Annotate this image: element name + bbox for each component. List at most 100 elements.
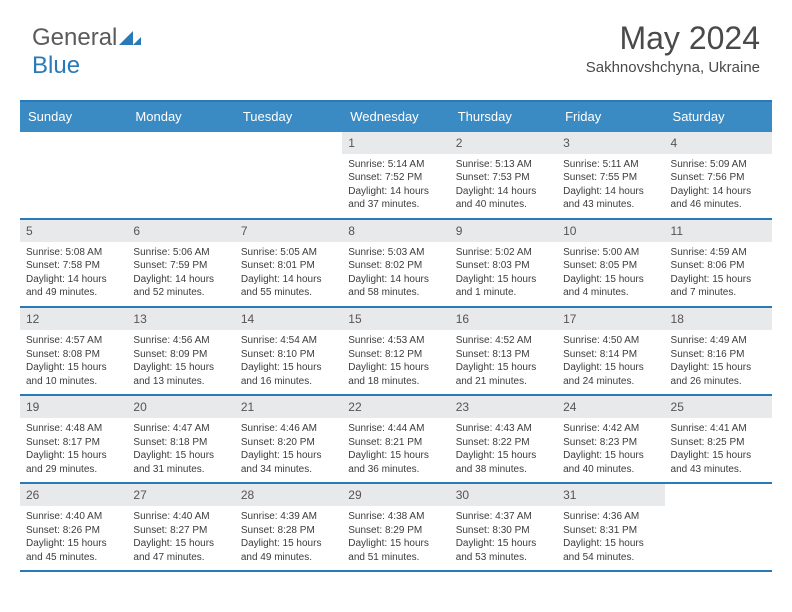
- calendar-table: Sunday Monday Tuesday Wednesday Thursday…: [20, 100, 772, 572]
- daylight-text-1: Daylight: 14 hours: [348, 273, 443, 287]
- day-cell: [665, 506, 772, 570]
- daylight-text-1: Daylight: 15 hours: [563, 537, 658, 551]
- day-cell: Sunrise: 5:13 AMSunset: 7:53 PMDaylight:…: [450, 154, 557, 218]
- sunrise-text: Sunrise: 5:06 AM: [133, 246, 228, 260]
- title-block: May 2024 Sakhnovshchyna, Ukraine: [586, 20, 760, 76]
- sunrise-text: Sunrise: 4:48 AM: [26, 422, 121, 436]
- daylight-text-2: and 26 minutes.: [671, 375, 766, 389]
- sunrise-text: Sunrise: 4:46 AM: [241, 422, 336, 436]
- sunrise-text: Sunrise: 4:39 AM: [241, 510, 336, 524]
- daylight-text-1: Daylight: 15 hours: [26, 537, 121, 551]
- sunrise-text: Sunrise: 4:47 AM: [133, 422, 228, 436]
- daylight-text-2: and 43 minutes.: [671, 463, 766, 477]
- logo-text-1: General: [32, 24, 117, 51]
- day-cell: Sunrise: 5:14 AMSunset: 7:52 PMDaylight:…: [342, 154, 449, 218]
- day-cell: Sunrise: 4:48 AMSunset: 8:17 PMDaylight:…: [20, 418, 127, 482]
- week-row: 567891011Sunrise: 5:08 AMSunset: 7:58 PM…: [20, 220, 772, 308]
- week-row: 262728293031Sunrise: 4:40 AMSunset: 8:26…: [20, 484, 772, 572]
- daylight-text-1: Daylight: 15 hours: [456, 361, 551, 375]
- weekday-header: Sunday: [20, 102, 127, 132]
- daylight-text-1: Daylight: 14 hours: [26, 273, 121, 287]
- day-number: 18: [665, 308, 772, 330]
- day-cell: Sunrise: 5:08 AMSunset: 7:58 PMDaylight:…: [20, 242, 127, 306]
- triangle-small-icon: [133, 37, 141, 45]
- sunset-text: Sunset: 8:31 PM: [563, 524, 658, 538]
- day-number: 25: [665, 396, 772, 418]
- sunrise-text: Sunrise: 4:59 AM: [671, 246, 766, 260]
- day-cell: Sunrise: 4:52 AMSunset: 8:13 PMDaylight:…: [450, 330, 557, 394]
- daylight-text-1: Daylight: 15 hours: [563, 449, 658, 463]
- sunrise-text: Sunrise: 5:03 AM: [348, 246, 443, 260]
- sunset-text: Sunset: 8:14 PM: [563, 348, 658, 362]
- daylight-text-2: and 37 minutes.: [348, 198, 443, 212]
- sunset-text: Sunset: 8:13 PM: [456, 348, 551, 362]
- sunset-text: Sunset: 8:29 PM: [348, 524, 443, 538]
- day-number-row: 262728293031: [20, 484, 772, 506]
- sunrise-text: Sunrise: 4:38 AM: [348, 510, 443, 524]
- day-cell: Sunrise: 4:43 AMSunset: 8:22 PMDaylight:…: [450, 418, 557, 482]
- day-cell: Sunrise: 5:00 AMSunset: 8:05 PMDaylight:…: [557, 242, 664, 306]
- day-number: 19: [20, 396, 127, 418]
- sunrise-text: Sunrise: 4:44 AM: [348, 422, 443, 436]
- day-cell: Sunrise: 4:46 AMSunset: 8:20 PMDaylight:…: [235, 418, 342, 482]
- daylight-text-2: and 4 minutes.: [563, 286, 658, 300]
- sunrise-text: Sunrise: 4:41 AM: [671, 422, 766, 436]
- weekday-header: Friday: [557, 102, 664, 132]
- sunrise-text: Sunrise: 5:05 AM: [241, 246, 336, 260]
- sunset-text: Sunset: 8:09 PM: [133, 348, 228, 362]
- day-cell: Sunrise: 4:50 AMSunset: 8:14 PMDaylight:…: [557, 330, 664, 394]
- week-row: 19202122232425Sunrise: 4:48 AMSunset: 8:…: [20, 396, 772, 484]
- day-detail-row: Sunrise: 5:14 AMSunset: 7:52 PMDaylight:…: [20, 154, 772, 218]
- day-number: 21: [235, 396, 342, 418]
- daylight-text-1: Daylight: 15 hours: [133, 361, 228, 375]
- day-cell: [20, 154, 127, 218]
- daylight-text-2: and 47 minutes.: [133, 551, 228, 565]
- sunrise-text: Sunrise: 4:50 AM: [563, 334, 658, 348]
- day-detail-row: Sunrise: 4:57 AMSunset: 8:08 PM Daylight:…: [20, 330, 772, 394]
- day-cell: Sunrise: 4:36 AMSunset: 8:31 PMDaylight:…: [557, 506, 664, 570]
- weekday-header: Wednesday: [342, 102, 449, 132]
- daylight-text-2: and 29 minutes.: [26, 463, 121, 477]
- sunset-text: Sunset: 7:55 PM: [563, 171, 658, 185]
- sunset-text: Sunset: 8:20 PM: [241, 436, 336, 450]
- sunrise-text: Sunrise: 5:02 AM: [456, 246, 551, 260]
- sunrise-text: Sunrise: 4:57 AM: [26, 334, 121, 348]
- day-number: 20: [127, 396, 234, 418]
- day-number: 3: [557, 132, 664, 154]
- weekday-header: Saturday: [665, 102, 772, 132]
- daylight-text-1: Daylight: 15 hours: [456, 273, 551, 287]
- day-number: 11: [665, 220, 772, 242]
- sunset-text: Sunset: 8:26 PM: [26, 524, 121, 538]
- daylight-text-2: and 21 minutes.: [456, 375, 551, 389]
- sunset-text: Sunset: 8:17 PM: [26, 436, 121, 450]
- day-number: 14: [235, 308, 342, 330]
- daylight-text-2: and 51 minutes.: [348, 551, 443, 565]
- daylight-text-1: Daylight: 15 hours: [671, 449, 766, 463]
- sunset-text: Sunset: 8:08 PM: [26, 348, 121, 362]
- daylight-text-1: Daylight: 14 hours: [671, 185, 766, 199]
- day-cell: [127, 154, 234, 218]
- day-cell: Sunrise: 5:11 AMSunset: 7:55 PMDaylight:…: [557, 154, 664, 218]
- day-cell: Sunrise: 4:53 AMSunset: 8:12 PMDaylight:…: [342, 330, 449, 394]
- day-number: 8: [342, 220, 449, 242]
- daylight-text-2: and 24 minutes.: [563, 375, 658, 389]
- daylight-text-2: and 16 minutes.: [241, 375, 336, 389]
- week-row: 12131415161718Sunrise: 4:57 AMSunset: 8:…: [20, 308, 772, 396]
- daylight-text-2: and 55 minutes.: [241, 286, 336, 300]
- weekday-header-row: Sunday Monday Tuesday Wednesday Thursday…: [20, 102, 772, 132]
- daylight-text-2: and 13 minutes.: [133, 375, 228, 389]
- daylight-text-1: Daylight: 14 hours: [456, 185, 551, 199]
- day-cell: Sunrise: 4:49 AMSunset: 8:16 PMDaylight:…: [665, 330, 772, 394]
- day-cell: Sunrise: 4:40 AMSunset: 8:26 PMDaylight:…: [20, 506, 127, 570]
- daylight-text-1: Daylight: 15 hours: [456, 449, 551, 463]
- sunrise-text: Sunrise: 4:40 AM: [133, 510, 228, 524]
- day-number-row: 1234: [20, 132, 772, 154]
- day-cell: Sunrise: 5:09 AMSunset: 7:56 PMDaylight:…: [665, 154, 772, 218]
- sunset-text: Sunset: 8:10 PM: [241, 348, 336, 362]
- sunrise-text: Sunrise: 5:09 AM: [671, 158, 766, 172]
- daylight-text-1: Daylight: 14 hours: [348, 185, 443, 199]
- daylight-text-2: and 49 minutes.: [241, 551, 336, 565]
- daylight-text-1: Daylight: 14 hours: [563, 185, 658, 199]
- sunset-text: Sunset: 8:16 PM: [671, 348, 766, 362]
- sunset-text: Sunset: 8:21 PM: [348, 436, 443, 450]
